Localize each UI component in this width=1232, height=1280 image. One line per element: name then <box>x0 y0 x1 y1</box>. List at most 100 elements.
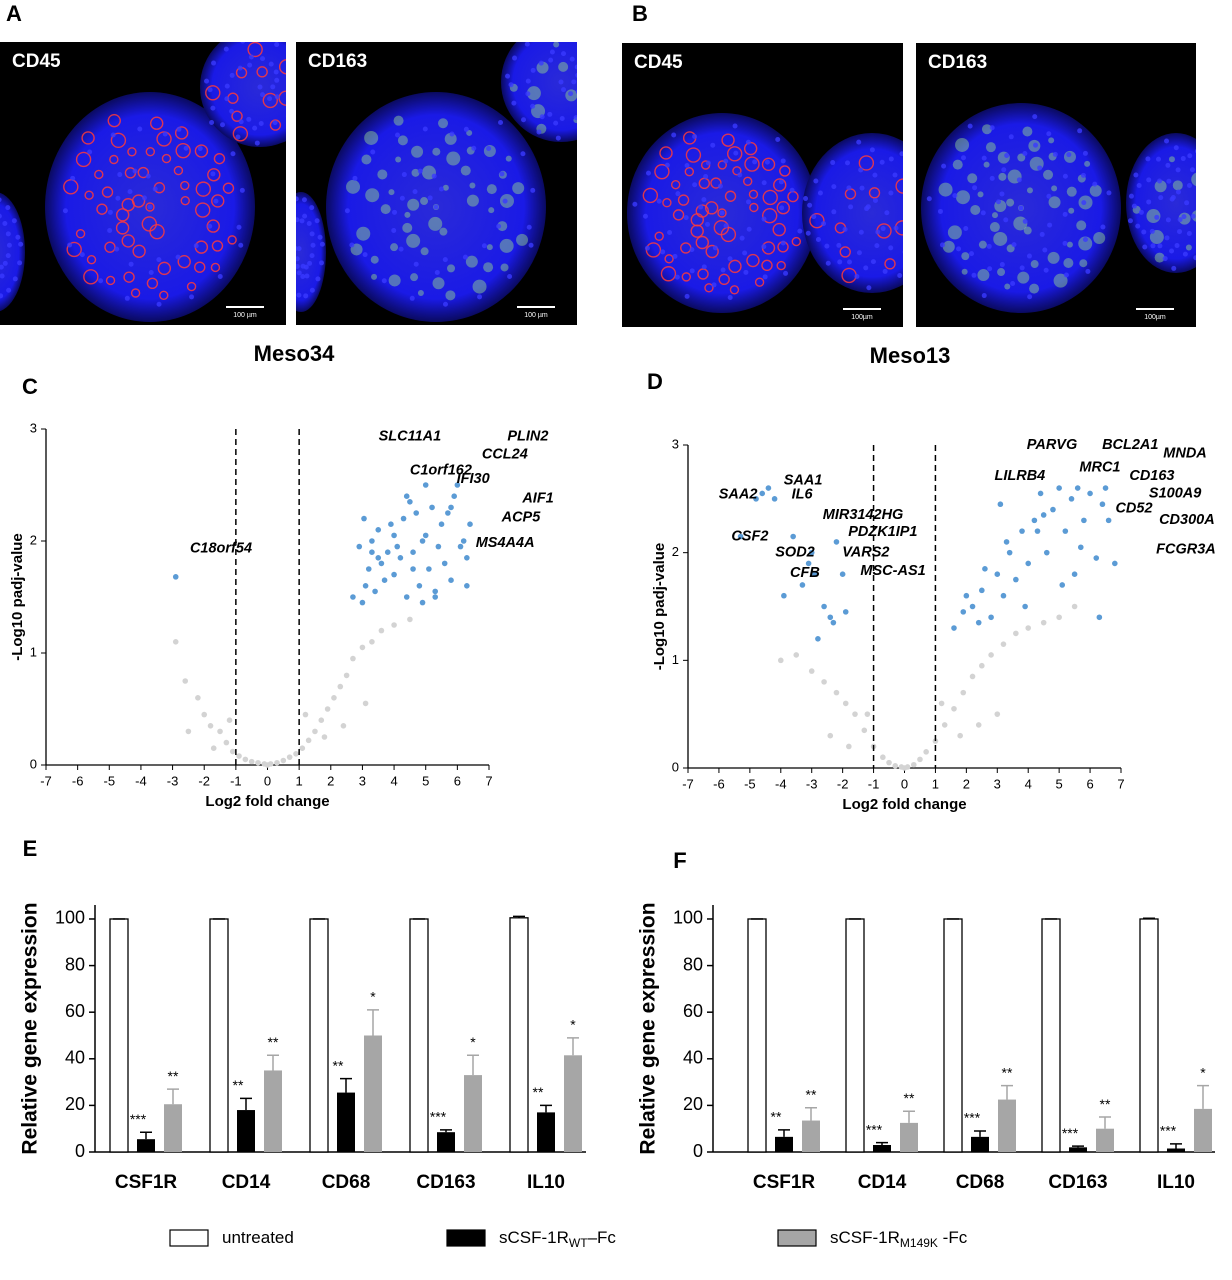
stained-cell <box>466 129 473 136</box>
nucleus <box>1173 145 1179 151</box>
nucleus <box>309 253 315 259</box>
stained-cell <box>1004 283 1011 290</box>
nucleus <box>1187 153 1193 159</box>
y-tick-label: 60 <box>65 1001 85 1021</box>
data-point <box>324 706 331 712</box>
stained-cell <box>370 255 379 264</box>
nucleus <box>971 272 977 278</box>
significance: * <box>370 989 376 1005</box>
x-tick-label: 6 <box>454 773 461 788</box>
x-tick-label: CSF1R <box>753 1172 816 1193</box>
gene-label: AIF1 <box>521 490 553 506</box>
stained-cell <box>207 168 221 182</box>
nucleus <box>733 150 739 156</box>
gene-label: CFB <box>790 565 820 581</box>
data-point <box>997 501 1004 508</box>
nucleus <box>1175 189 1181 195</box>
nucleus <box>779 205 785 211</box>
data-point <box>892 763 899 769</box>
significance: * <box>470 1034 476 1050</box>
data-point <box>1037 490 1044 497</box>
data-point <box>226 717 233 723</box>
stained-cell <box>754 277 765 287</box>
stained-cell <box>438 118 449 129</box>
significance: *** <box>130 1111 147 1127</box>
nucleus <box>398 246 404 252</box>
nucleus <box>872 197 878 203</box>
nucleus <box>879 159 885 165</box>
stained-cell <box>105 275 116 286</box>
nucleus <box>575 89 577 94</box>
nucleus <box>344 208 350 214</box>
bar <box>337 1092 355 1152</box>
nucleus <box>237 65 243 71</box>
nucleus <box>1162 256 1168 262</box>
data-point <box>1087 490 1093 497</box>
nucleus <box>270 84 276 90</box>
nucleus <box>1077 128 1083 134</box>
stained-cell <box>205 85 221 101</box>
nucleus <box>732 123 738 129</box>
stained-cell <box>728 259 742 274</box>
stained-cell <box>956 190 971 205</box>
nucleus <box>1208 243 1213 248</box>
stained-cell <box>1209 206 1217 214</box>
stained-cell <box>746 253 760 268</box>
bar <box>209 918 229 1153</box>
error-bar <box>140 1131 152 1140</box>
nucleus <box>1158 195 1164 201</box>
significance: ** <box>771 1109 782 1125</box>
nucleus <box>107 228 113 234</box>
nucleus <box>0 264 4 270</box>
data-point <box>1071 571 1078 577</box>
nucleus <box>1193 255 1196 261</box>
data-point <box>979 662 985 669</box>
stained-cell <box>858 155 875 171</box>
nucleus <box>561 51 567 57</box>
data-point <box>1043 549 1050 556</box>
nucleus <box>319 241 325 247</box>
stained-cell <box>1006 198 1015 207</box>
data-point <box>429 504 435 511</box>
data-point <box>394 543 401 550</box>
nucleus <box>684 163 690 169</box>
nucleus <box>854 274 860 280</box>
stained-cell <box>173 165 184 176</box>
stained-cell <box>710 177 722 189</box>
stained-cell <box>109 154 119 165</box>
stained-cell <box>472 279 487 294</box>
nucleus <box>204 78 210 84</box>
nucleus <box>530 67 536 73</box>
stained-cell <box>955 137 970 152</box>
nucleus <box>471 145 477 151</box>
nucleus <box>349 242 355 248</box>
stained-cell <box>695 204 710 218</box>
nucleus <box>555 135 561 141</box>
nucleus <box>1127 218 1133 224</box>
nucleus <box>318 260 324 266</box>
error-bar <box>1143 917 1155 920</box>
nucleus <box>2 260 8 266</box>
nucleus <box>1022 218 1028 224</box>
nucleus <box>132 168 138 174</box>
bar <box>364 1035 382 1152</box>
nucleus <box>1180 156 1186 162</box>
nucleus <box>310 242 316 248</box>
nucleus <box>926 196 932 202</box>
stained-cell <box>177 254 191 269</box>
nucleus <box>1080 172 1086 178</box>
bar <box>264 1070 282 1152</box>
nucleus <box>224 83 230 89</box>
stained-cell <box>486 244 493 251</box>
nucleus <box>507 273 513 279</box>
x-tick-label: -3 <box>167 773 179 788</box>
data-point <box>359 644 366 651</box>
gene-label: CSF2 <box>731 528 768 544</box>
data-point <box>1096 614 1103 621</box>
stained-cell <box>428 216 443 231</box>
nucleus <box>717 183 723 189</box>
data-point <box>397 555 404 561</box>
stained-cell <box>677 194 690 206</box>
data-point <box>830 619 837 626</box>
nucleus <box>538 60 544 66</box>
